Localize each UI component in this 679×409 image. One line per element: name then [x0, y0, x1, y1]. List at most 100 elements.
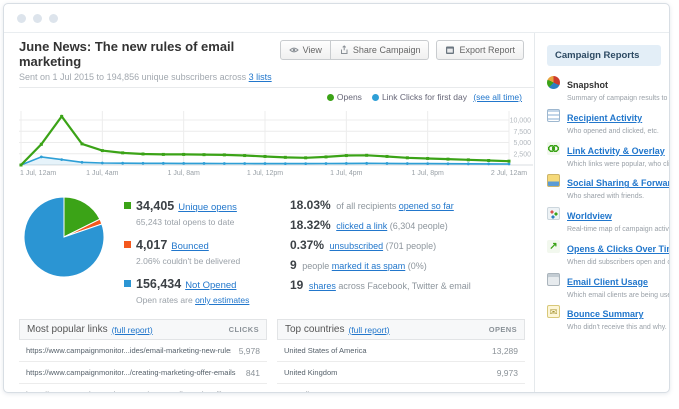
- sidebar-item-label[interactable]: Worldview: [567, 211, 612, 221]
- sidebar-item-label[interactable]: Social Sharing & Forwards: [567, 178, 669, 189]
- opens-dot-icon: [326, 94, 334, 101]
- sidebar-item-description: Summary of campaign results to date.: [567, 95, 669, 102]
- opens-column-header: OPENS: [488, 325, 517, 334]
- export-report-button[interactable]: Export Report: [436, 40, 524, 60]
- sidebar-item-label[interactable]: Opens & Clicks Over Time: [567, 243, 669, 254]
- stat-text: Open rates are: [136, 295, 196, 305]
- inline-link[interactable]: marked it as spam: [331, 261, 406, 271]
- summary-link[interactable]: Bounced: [171, 241, 209, 252]
- toolbar: View Share Campaign Export Report: [279, 40, 524, 60]
- summary-value: 156,434: [136, 277, 182, 291]
- view-button[interactable]: View: [279, 40, 331, 60]
- sidebar-item-link-activity-overlay[interactable]: Link Activity & Overlay Which links were …: [547, 141, 669, 170]
- summary-item-main: 156,434 Not Opened: [124, 275, 272, 293]
- campaign-subtitle: Sent on 1 Jul 2015 to 194,856 unique sub…: [19, 72, 272, 82]
- svg-text:1 Jul, 12am: 1 Jul, 12am: [20, 170, 56, 177]
- eye-icon: [288, 47, 299, 53]
- share-campaign-button[interactable]: Share Campaign: [330, 40, 430, 60]
- sidebar-item-opens-clicks-over-time[interactable]: Opens & Clicks Over Time When did subscri…: [547, 239, 669, 268]
- summary-item-main: 34,405 Unique opens: [124, 197, 272, 215]
- sidebar-item-recipient-activity[interactable]: Recipient Activity Who opened and clicked…: [547, 108, 661, 137]
- svg-text:10,000: 10,000: [510, 118, 532, 125]
- lists-link[interactable]: 3 lists: [248, 72, 272, 82]
- app-window: June News: The new rules of email market…: [3, 3, 670, 393]
- links-full-report-link[interactable]: (full report): [111, 324, 153, 335]
- line-chart-svg: 2,500 5,000 7,500 10,000 1 Jul, 12am 1 Jul, 4…: [19, 111, 533, 177]
- window-control-zoom[interactable]: [49, 13, 58, 23]
- page-title: June News: The new rules of email market…: [19, 39, 235, 69]
- see-all-time-link[interactable]: (see all time): [473, 92, 522, 102]
- delivery-pie-chart: [23, 196, 105, 314]
- countries-full-report-link[interactable]: (full report): [348, 324, 390, 335]
- pie-slice-unique-opens: [63, 196, 101, 238]
- summary-value: 34,405: [136, 199, 175, 213]
- export-icon: [446, 46, 455, 54]
- rate-line: 19 shares across Facebook, Twitter & ema…: [290, 279, 534, 292]
- sidebar-item-description: When did subscribers open and click.: [567, 258, 669, 266]
- monitor-icon: [547, 272, 560, 286]
- sidebar-header: Campaign Reports: [547, 45, 661, 66]
- stat-text: (0%): [407, 261, 427, 271]
- top-countries-table: Top countries (full report) OPENS United…: [277, 319, 525, 393]
- country-row-value: 7,935: [497, 390, 518, 393]
- clicks-dot-icon: [371, 94, 379, 101]
- svg-text:7,500: 7,500: [513, 129, 531, 136]
- svg-text:2 Jul, 12am: 2 Jul, 12am: [491, 170, 527, 177]
- summary-subtext: 2.06% couldn't be delivered: [136, 256, 272, 266]
- window-control-close[interactable]: [17, 13, 26, 23]
- window-control-minimize[interactable]: [33, 13, 42, 23]
- pie-chart-icon: [547, 76, 560, 89]
- sidebar-item-text: Bounce Summary Who didn't receive this an…: [567, 304, 667, 333]
- sidebar-item-label[interactable]: Bounce Summary: [567, 309, 644, 320]
- link-row-value: 841: [245, 367, 260, 378]
- sidebar-item-text: Worldview Real-time map of campaign activ…: [567, 206, 669, 235]
- rate-summary-list: 18.03% of all recipients opened so far 1…: [290, 196, 534, 314]
- countries-table-title: Top countries: [285, 324, 345, 335]
- rate-line: 18.32% clicked a link (6,304 people): [290, 219, 534, 232]
- summary-item-main: 4,017 Bounced: [124, 236, 272, 254]
- sidebar-item-bounce-summary[interactable]: Bounce Summary Who didn't receive this an…: [547, 304, 667, 333]
- sidebar-item-text: Snapshot Summary of campaign results to d…: [567, 75, 669, 104]
- map-icon: [547, 207, 560, 220]
- sidebar-item-social-sharing-forwards[interactable]: Social Sharing & Forwards Who shared with…: [547, 173, 669, 202]
- summary-value: 4,017: [136, 238, 168, 252]
- summary-subtext: Open rates are only estimates: [136, 295, 272, 305]
- link-row-value: 838: [246, 390, 260, 393]
- campaign-heading: June News: The new rules of email market…: [19, 39, 280, 82]
- inline-link[interactable]: unsubscribed: [329, 241, 384, 251]
- stat-text: people: [302, 261, 330, 271]
- inline-link[interactable]: clicked a link: [336, 221, 388, 231]
- legend-square-icon: [124, 202, 131, 209]
- header-divider: [19, 87, 534, 88]
- pie-chart-svg: [23, 196, 105, 278]
- sidebar-item-label[interactable]: Link Activity & Overlay: [567, 145, 665, 156]
- link-row-label: https://www.campaignmonitor...4559/new-e…: [26, 390, 238, 392]
- legend-square-icon: [124, 241, 131, 248]
- inline-link[interactable]: opened so far: [398, 201, 454, 211]
- sidebar-item-text: Opens & Clicks Over Time When did subscri…: [567, 239, 669, 268]
- country-row: United States of America 13,289: [277, 340, 525, 362]
- rate-line: 18.03% of all recipients opened so far: [290, 199, 534, 212]
- chart-legend: Opens Link Clicks for first day (see all…: [4, 88, 534, 103]
- sidebar-item-text: Social Sharing & Forwards Who shared with…: [567, 173, 669, 202]
- link-row: https://www.campaignmonitor...4559/new-e…: [19, 384, 267, 393]
- sidebar-item-worldview[interactable]: Worldview Real-time map of campaign activ…: [547, 206, 669, 235]
- stat-value: 18.03%: [290, 198, 331, 212]
- summary-link[interactable]: Unique opens: [178, 202, 237, 213]
- sidebar-item-label: Snapshot: [567, 80, 609, 90]
- stat-value: 19: [290, 278, 304, 292]
- sidebar-item-label[interactable]: Recipient Activity: [567, 112, 643, 123]
- sidebar-item-label[interactable]: Email Client Usage: [567, 276, 649, 287]
- stat-text: 65,243 total opens to date: [136, 217, 235, 227]
- inline-link[interactable]: only estimates: [195, 295, 250, 305]
- opens-clicks-line-chart: 2,500 5,000 7,500 10,000 1 Jul, 12am 1 Jul, 4…: [4, 103, 534, 184]
- summary-item: 4,017 Bounced 2.06% couldn't be delivered: [124, 236, 272, 266]
- sidebar-item-email-client-usage[interactable]: Email Client Usage Which email clients ar…: [547, 272, 669, 301]
- summary-link[interactable]: Not Opened: [185, 280, 237, 291]
- inline-link[interactable]: shares: [308, 281, 336, 291]
- link-row-label: https://www.campaignmonitor...ides/email…: [26, 346, 231, 355]
- sidebar-item-text: Email Client Usage Which email clients ar…: [567, 272, 669, 301]
- window-titlebar: [4, 4, 669, 33]
- sidebar-item-snapshot[interactable]: Snapshot Summary of campaign results to d…: [547, 75, 669, 104]
- stat-text: (6,304 people): [389, 221, 448, 231]
